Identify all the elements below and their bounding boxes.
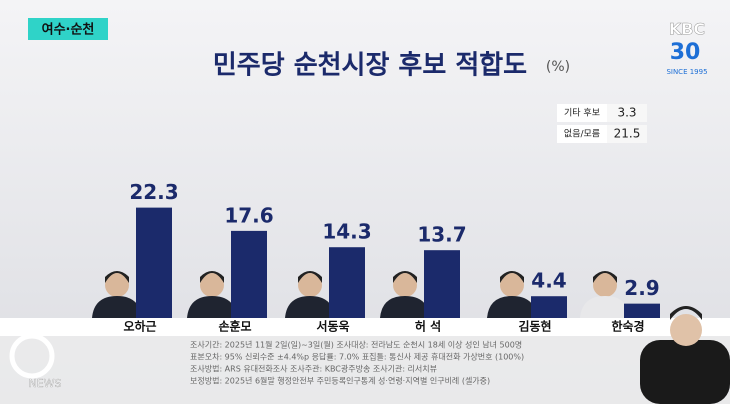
value-label: 4.4 (531, 269, 566, 293)
chart-title: 민주당 순천시장 후보 적합도 (213, 51, 527, 81)
value-label: 13.7 (417, 223, 466, 247)
side-label: 없음/모름 (564, 129, 600, 140)
interpreter (640, 306, 730, 404)
footnote: 조사방법: ARS 유대전화조사 조사주관: KBC광주방송 조사기관: 리서치… (190, 364, 437, 374)
bar (329, 247, 365, 318)
portrait-head (393, 273, 417, 297)
bar (136, 207, 172, 318)
category-label: 서동욱 (316, 319, 349, 334)
portrait-hair (105, 271, 129, 283)
corner-logo: NEWS (28, 377, 61, 390)
value-label: 2.9 (624, 276, 659, 300)
footer-band (0, 336, 730, 404)
category-label: 오하근 (123, 319, 156, 334)
portrait-body (380, 296, 430, 318)
category-label: 김동현 (518, 319, 551, 334)
portrait-head (298, 273, 322, 297)
value-label: 17.6 (224, 203, 273, 227)
logo-anniversary: 30 (670, 40, 701, 65)
news-logo-ring (9, 333, 55, 379)
region-tag-box (28, 18, 108, 40)
bar (531, 296, 567, 318)
footnote: 표본오차: 95% 신뢰수준 ±4.4%p 응답률: 7.0% 표집틀: 통신사… (190, 352, 524, 362)
value-label: 22.3 (129, 180, 178, 204)
portrait-head (593, 273, 617, 297)
portrait-body (92, 296, 142, 318)
unit: (%) (546, 59, 570, 75)
side-label: 기타 후보 (564, 108, 600, 119)
side-value: 3.3 (617, 106, 636, 120)
category-label: 손훈모 (218, 319, 251, 334)
portrait-body (187, 296, 237, 318)
logo-brand: KBC (669, 20, 705, 39)
side-value: 21.5 (614, 127, 641, 141)
portrait-body (487, 296, 537, 318)
name-strip (0, 318, 730, 336)
side-label-box (557, 104, 607, 122)
portrait-head (105, 273, 129, 297)
portrait-head (200, 273, 224, 297)
bar (424, 250, 460, 318)
logo-since: SINCE 1995 (666, 68, 707, 76)
footnote: 조사기간: 2025년 11월 2일(일)~3일(월) 조사대상: 전라남도 순… (190, 340, 522, 350)
side-label-box (557, 125, 607, 143)
portrait-hair (200, 271, 224, 283)
portrait-hair (500, 271, 524, 283)
portrait-head (500, 273, 524, 297)
category-label: 허 석 (415, 319, 441, 334)
portrait-hair (298, 271, 322, 283)
portrait-hair (393, 271, 417, 283)
portrait-body (580, 296, 630, 318)
bar (624, 303, 660, 318)
footnote: 보정방법: 2025년 6월말 행정안전부 주민등록인구통계 성·연령·지역별 … (190, 376, 490, 386)
category-label: 한숙경 (611, 319, 644, 334)
portrait-body (285, 296, 335, 318)
portrait-hair (593, 271, 617, 283)
bar (231, 230, 267, 318)
region-tag: 여수·순천 (42, 22, 95, 38)
side-value-box (607, 104, 647, 122)
side-value-box (607, 125, 647, 143)
value-label: 14.3 (322, 220, 371, 244)
